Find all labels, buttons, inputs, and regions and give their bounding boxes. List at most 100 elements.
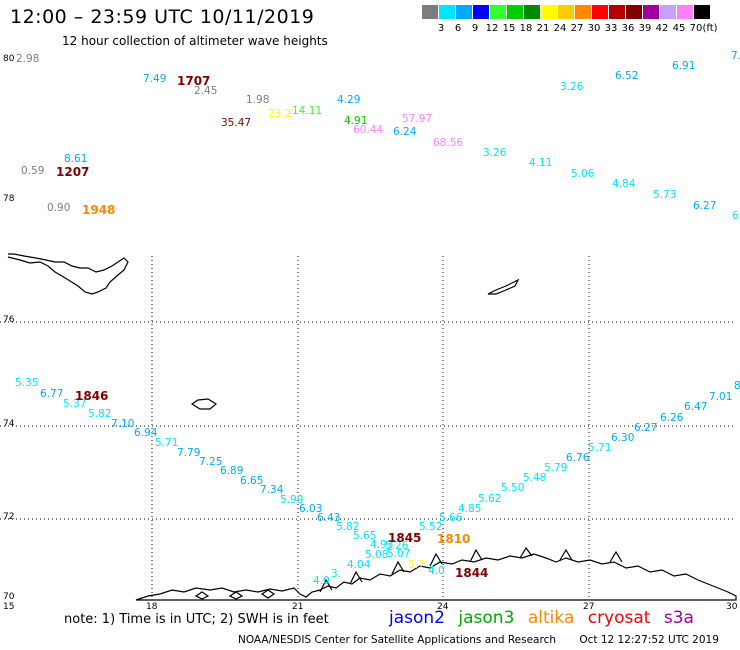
note-text: note: 1) Time is in UTC; 2) SWH is in fe…: [64, 612, 329, 627]
coastline: [7, 253, 737, 601]
wave-height-label: 6.47: [684, 401, 707, 413]
wave-height-label: 4.91: [344, 115, 367, 127]
wave-height-label: 5.06: [571, 168, 595, 180]
wave-height-label: 7.: [731, 50, 740, 62]
pass-time-label: 1844: [455, 566, 488, 580]
wave-height-label: 5.35: [15, 377, 38, 389]
pass-time-label: 1810: [437, 532, 470, 546]
wave-height-label: 4.84: [612, 178, 636, 190]
wave-height-label: 23.2: [268, 108, 291, 120]
wave-height-label: 5.48: [523, 472, 546, 484]
scale-label: 3: [437, 23, 445, 34]
wave-height-label: 3.: [331, 568, 341, 580]
scale-label: 27: [570, 23, 584, 34]
wave-height-label: 8.61: [64, 153, 87, 165]
wave-height-label: 6.77: [40, 388, 63, 400]
wave-height-label: 5.50: [501, 482, 524, 494]
wave-height-label: 2.98: [16, 53, 39, 65]
scale-label: 30: [587, 23, 601, 34]
map-title: 12:00 – 23:59 UTC 10/11/2019: [10, 6, 315, 28]
wave-height-label: 6.65: [240, 475, 263, 487]
pass-time-labels: 1707 1207 1948 1846 1845 1810 1844: [56, 74, 488, 580]
scale-swatch: [439, 5, 455, 19]
scale-swatch: [626, 5, 642, 19]
scale-label: 15: [502, 23, 516, 34]
scale-swatch: [456, 5, 472, 19]
scale-label: 42: [655, 23, 669, 34]
wave-height-label: 5.37: [63, 398, 86, 410]
wave-height-label: 7.34: [260, 484, 284, 496]
scale-label: 18: [519, 23, 533, 34]
scale-swatch: [490, 5, 506, 19]
scale-swatch: [643, 5, 659, 19]
coastline-kong-karls-land: [487, 278, 520, 295]
wave-height-label: 7.10: [111, 418, 134, 430]
lon-tick-label: 27: [583, 602, 594, 612]
pass-time-label: 1948: [82, 203, 115, 217]
wave-height-label: 5.65: [353, 530, 376, 542]
scale-label: 24: [553, 23, 567, 34]
wave-height-label: 5.52: [419, 521, 442, 533]
wave-height-label: 1.98: [246, 94, 269, 106]
wave-height-label: 4.0: [428, 565, 445, 577]
satellite-jason2: jason2: [389, 608, 445, 628]
footer-source: NOAA/NESDIS Center for Satellite Applica…: [238, 634, 556, 646]
lat-tick-label: 80: [3, 54, 15, 64]
lon-tick-label: 18: [146, 602, 158, 612]
pass-time-label: 1845: [388, 531, 421, 545]
lon-tick-label: 30: [726, 602, 738, 612]
wave-height-label: 5.7: [408, 559, 425, 571]
lon-tick-label: 21: [292, 602, 303, 612]
wave-height-label: 5.71: [155, 437, 178, 449]
scale-label: 70: [689, 23, 703, 34]
coastline-svalbard-south: [7, 253, 129, 295]
scale-swatch: [422, 5, 438, 19]
wave-height-label: 6.24: [393, 126, 417, 138]
coastline-bjornoya: [190, 398, 218, 410]
wave-height-label: 4.0: [313, 575, 330, 587]
wave-height-label: 6.52: [615, 70, 638, 82]
wave-height-label: 5.79: [544, 462, 567, 474]
lon-tick-label: 24: [437, 602, 449, 612]
footer: NOAA/NESDIS Center for Satellite Applica…: [238, 634, 739, 646]
wave-height-label: 3.26: [560, 81, 584, 93]
wave-height-label: 5.66: [439, 512, 463, 524]
wave-height-label: 0.90: [47, 202, 70, 214]
wave-height-label: 4.11: [529, 157, 552, 169]
wave-height-label: 5.71: [588, 442, 611, 454]
satellite-jason3: jason3: [458, 608, 515, 628]
wave-height-label: 7.79: [177, 447, 200, 459]
wave-height-label: 5.07: [387, 548, 410, 560]
wave-height-label: 5.99: [280, 494, 303, 506]
wave-height-label: 3.26: [483, 147, 507, 159]
map-subtitle: 12 hour collection of altimeter wave hei…: [62, 34, 328, 48]
scale-swatch: [507, 5, 523, 19]
scale-label: 6: [454, 23, 462, 34]
wave-height-label: 5.26: [385, 540, 409, 552]
coastline-islands: [194, 589, 276, 600]
scale-swatch: [558, 5, 574, 19]
scale-swatch: [609, 5, 625, 19]
wave-height-label: 7.25: [199, 456, 222, 468]
wave-height-label: 6.91: [672, 60, 695, 72]
scale-swatch: [694, 5, 710, 19]
scale-label: 36: [621, 23, 635, 34]
scale-swatch: [575, 5, 591, 19]
wave-height-label: 4.93: [370, 539, 393, 551]
wave-height-label: 5.08: [365, 549, 388, 561]
wave-height-label: 6.03: [299, 503, 322, 515]
wave-height-label: 6.76: [566, 452, 590, 464]
scale-unit: (ft): [702, 23, 718, 34]
wave-height-labels: 2.98 7.49 2.45 1.98 4.29 23.2 14.11 35.47 4.91 57…: [15, 50, 740, 587]
scale-swatch: [592, 5, 608, 19]
wave-height-label: 4.04: [347, 559, 371, 571]
wave-height-label: 35.47: [221, 117, 251, 129]
pass-time-label: 1207: [56, 165, 89, 179]
wave-height-label: 0.59: [21, 165, 44, 177]
pass-time-label: 1707: [177, 74, 210, 88]
coastline-norway-north: [135, 553, 737, 601]
scale-label: 45: [672, 23, 686, 34]
lat-tick-label: 76: [3, 315, 15, 325]
scale-swatch: [677, 5, 693, 19]
